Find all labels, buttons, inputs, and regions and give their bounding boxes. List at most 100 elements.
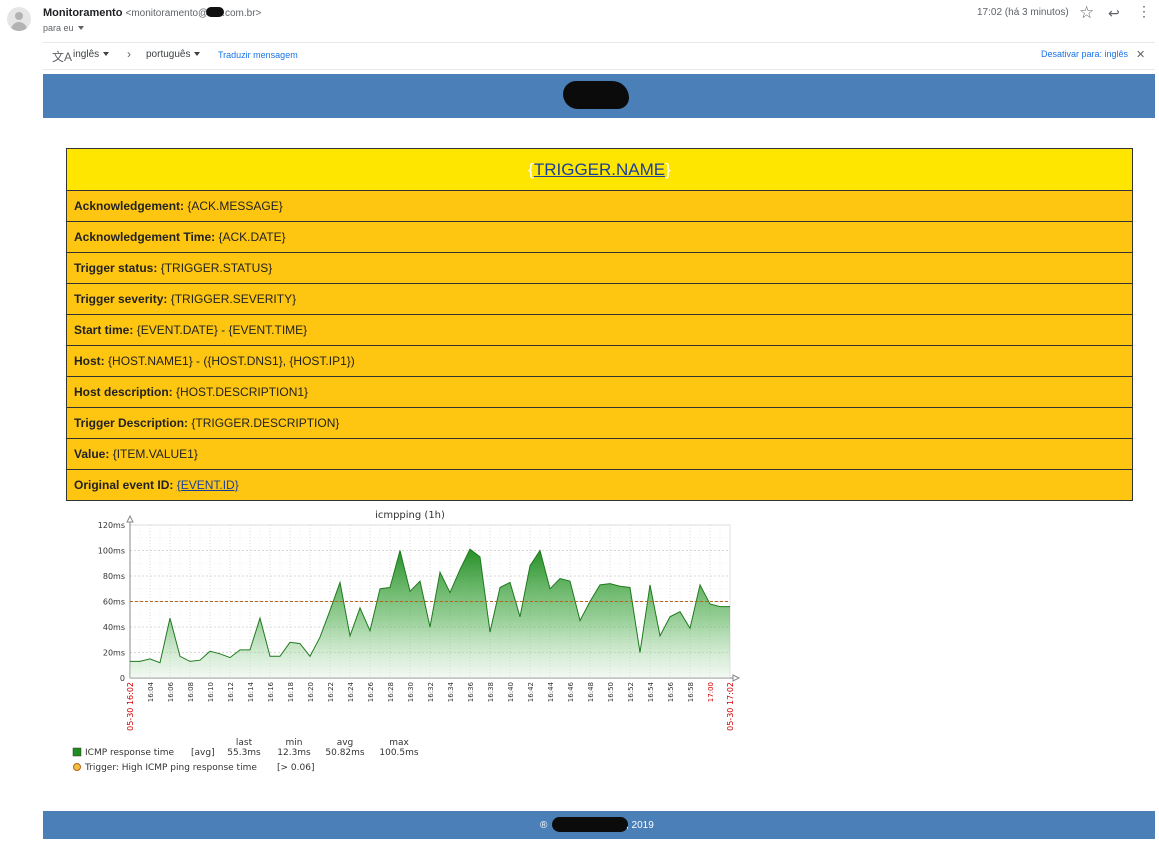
row-label: Acknowledgement Time: <box>74 230 216 244</box>
table-row: Acknowledgement Time: {ACK.DATE} <box>66 221 1133 253</box>
table-row: Acknowledgement: {ACK.MESSAGE} <box>66 190 1133 222</box>
legend-trigger-name: Trigger: High ICMP ping response time <box>84 763 257 773</box>
legend-trigger-condition: [> 0.06] <box>277 763 314 773</box>
y-tick-label: 80ms <box>103 572 125 581</box>
x-tick-label: 16:20 <box>307 682 315 702</box>
x-tick-label: 16:40 <box>507 682 515 702</box>
redaction <box>552 817 628 832</box>
row-value: {ACK.DATE} <box>218 230 286 244</box>
x-tick-label: 16:24 <box>347 681 355 702</box>
redacted-logo <box>563 81 629 109</box>
target-language-select[interactable]: português <box>146 49 201 60</box>
recipient-toggle[interactable]: para eu <box>43 23 84 33</box>
row-value: {TRIGGER.SEVERITY} <box>170 292 297 306</box>
avatar-head <box>15 12 23 20</box>
x-tick-label: 16:44 <box>547 681 555 702</box>
source-language-select[interactable]: inglês <box>73 49 110 60</box>
series-area-icmp-response-time <box>130 549 730 678</box>
x-tick-label: 16:36 <box>467 681 475 702</box>
table-row: Host description: {HOST.DESCRIPTION1} <box>66 376 1133 408</box>
more-vertical-icon[interactable]: ⋮ <box>1137 3 1151 19</box>
sender-email: <monitoramento@ .com.br> <box>125 7 262 19</box>
footer-registered: ® <box>540 820 548 831</box>
trigger-title-row: {TRIGGER.NAME} <box>66 148 1133 191</box>
sender[interactable]: Monitoramento <monitoramento@ .com.br> <box>43 7 261 19</box>
x-tick-label: 16:08 <box>187 682 195 702</box>
y-tick-label: 40ms <box>103 623 125 632</box>
x-tick-label: 16:18 <box>287 682 295 702</box>
translate-bar: 文A inglês › português Traduzir mensagem … <box>43 42 1155 70</box>
row-label: Trigger severity: <box>74 292 168 306</box>
table-row: Trigger status: {TRIGGER.STATUS} <box>66 252 1133 284</box>
star-icon[interactable]: ☆ <box>1079 3 1095 22</box>
x-tick-label: 16:12 <box>227 682 235 702</box>
x-tick-label: 16:56 <box>667 681 675 702</box>
x-tick-label: 16:28 <box>387 682 395 702</box>
x-tick-label: 16:32 <box>427 682 435 702</box>
translate-icon: 文A <box>52 50 73 64</box>
x-tick-label: 05-30 16:02 <box>126 682 135 731</box>
row-label: Original event ID: <box>74 478 174 492</box>
chevron-down-icon <box>103 52 110 56</box>
row-label: Trigger status: <box>74 261 158 275</box>
x-tick-label: 16:04 <box>147 681 155 702</box>
x-axis-arrow-icon <box>732 674 741 682</box>
legend-stat-min: 12.3ms <box>277 748 311 758</box>
table-row: Trigger Description: {TRIGGER.DESCRIPTIO… <box>66 407 1133 439</box>
row-value: {TRIGGER.DESCRIPTION} <box>191 416 340 430</box>
x-tick-label: 16:14 <box>247 681 255 702</box>
chevron-down-icon <box>194 52 201 56</box>
email-time: 17:02 (há 3 minutos) <box>977 7 1069 18</box>
row-label: Host: <box>74 354 105 368</box>
x-tick-label: 16:30 <box>407 682 415 702</box>
legend-header-min: min <box>286 738 303 748</box>
x-tick-label: 16:58 <box>687 682 695 702</box>
row-value: {EVENT.DATE} - {EVENT.TIME} <box>136 323 308 337</box>
row-value: {ITEM.VALUE1} <box>112 447 198 461</box>
email-header: Monitoramento <monitoramento@ .com.br> pa… <box>0 0 1159 42</box>
top-banner <box>43 74 1155 118</box>
disable-translation-link[interactable]: Desativar para: inglês <box>1041 49 1129 59</box>
row-value: {ACK.MESSAGE} <box>187 199 283 213</box>
footer-year: , 2019 <box>626 820 654 831</box>
close-icon[interactable]: ✕ <box>1136 49 1146 61</box>
x-tick-label: 17:00 <box>707 682 715 702</box>
x-axis: 16:04 16:06 16:08 16:10 16:12 16:14 16:16 16:18… <box>126 674 741 731</box>
row-label: Acknowledgement: <box>74 199 185 213</box>
y-axis-arrow-icon <box>126 514 134 523</box>
legend-stat-max: 100.5ms <box>379 748 419 758</box>
row-value: {HOST.NAME1} - ({HOST.DNS1}, {HOST.IP1}) <box>108 354 355 368</box>
chart-svg: icmpping (1h) 0 20ms 40ms 60ms 80ms 100ms 120m… <box>72 510 741 773</box>
x-tick-label: 16:48 <box>587 682 595 702</box>
legend-header-avg: avg <box>337 738 354 748</box>
translate-message-link[interactable]: Traduzir mensagem <box>218 50 298 60</box>
y-tick-label: 100ms <box>98 547 125 556</box>
series-line-icmp-response-time <box>130 548 730 664</box>
avatar-body <box>11 22 27 31</box>
row-label: Trigger Description: <box>74 416 189 430</box>
x-tick-label: 16:42 <box>527 682 535 702</box>
event-id-link[interactable]: {EVENT.ID} <box>176 478 239 492</box>
x-tick-label: 16:22 <box>327 682 335 702</box>
chevron-down-icon <box>77 26 84 30</box>
sender-name: Monitoramento <box>43 7 123 19</box>
x-tick-label: 16:50 <box>607 682 615 702</box>
row-label: Start time: <box>74 323 134 337</box>
legend-header-max: max <box>389 738 409 748</box>
avatar[interactable] <box>7 7 31 31</box>
legend-stat-last: 55.3ms <box>227 748 261 758</box>
reply-icon[interactable]: ↩ <box>1108 5 1120 21</box>
x-tick-label: 05-30 17:02 <box>726 682 735 731</box>
chevron-right-icon: › <box>127 47 131 61</box>
x-tick-label: 16:38 <box>487 682 495 702</box>
y-tick-label: 60ms <box>103 598 125 607</box>
table-row: Start time: {EVENT.DATE} - {EVENT.TIME} <box>66 314 1133 346</box>
x-tick-label: 16:26 <box>367 681 375 702</box>
row-value: {TRIGGER.STATUS} <box>160 261 273 275</box>
x-tick-label: 16:16 <box>267 681 275 702</box>
x-tick-label: 16:46 <box>567 681 575 702</box>
legend-stat-avg: 50.82ms <box>325 748 365 758</box>
trigger-table: {TRIGGER.NAME} Acknowledgement: {ACK.MES… <box>66 148 1133 501</box>
trigger-name-link[interactable]: TRIGGER.NAME <box>533 159 666 179</box>
table-row: Original event ID: {EVENT.ID} <box>66 469 1133 501</box>
